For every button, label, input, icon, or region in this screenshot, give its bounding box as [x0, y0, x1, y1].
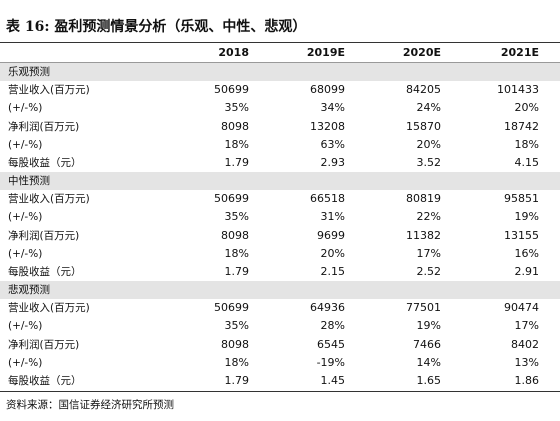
cell: 84205: [406, 83, 441, 97]
cell: 17%: [514, 319, 539, 333]
section-label: 悲观预测: [8, 284, 50, 297]
source: 资料来源：国信证券经济研究所预测: [6, 399, 174, 412]
cell: 35%: [224, 319, 249, 333]
cell: 13208: [310, 119, 345, 133]
cell: 34%: [320, 101, 345, 115]
cell: 90474: [504, 301, 539, 315]
cell: 2.93: [320, 155, 346, 169]
cell: 13%: [514, 355, 539, 369]
cell: 50699: [214, 83, 249, 97]
cell: 20%: [416, 137, 441, 151]
cell: 1.45: [320, 373, 346, 387]
cell: 28%: [320, 319, 345, 333]
cell: 18%: [224, 137, 249, 151]
row-label: (+/-%): [8, 211, 43, 224]
title: 表 16: 盈利预测情景分析（乐观、中性、悲观）: [6, 19, 307, 35]
cell: 18%: [224, 246, 249, 260]
cell: 17%: [416, 246, 441, 260]
cell: 95851: [504, 192, 539, 206]
cell: -19%: [316, 355, 345, 369]
cell: 50699: [214, 192, 249, 206]
row-label: (+/-%): [8, 138, 43, 151]
cell: 31%: [320, 210, 345, 224]
cell: 1.65: [416, 373, 442, 387]
cell: 77501: [406, 301, 441, 315]
cell: 18742: [504, 119, 539, 133]
column-header: 2020E: [402, 46, 441, 59]
cell: 13155: [504, 228, 539, 242]
cell: 1.79: [224, 155, 250, 169]
row-label: (+/-%): [8, 247, 43, 260]
cell: 1.86: [514, 373, 540, 387]
row-label: (+/-%): [8, 102, 43, 115]
column-header: 2019E: [306, 46, 345, 59]
cell: 19%: [514, 210, 539, 224]
cell: 64936: [310, 301, 345, 315]
cell: 8402: [511, 337, 539, 351]
cell: 15870: [406, 119, 441, 133]
section-label: 中性预测: [8, 175, 50, 188]
row-label: 营业收入(百万元): [8, 84, 90, 97]
cell: 2.15: [320, 264, 346, 278]
cell: 18%: [514, 137, 539, 151]
cell: 50699: [214, 301, 249, 315]
cell: 8098: [221, 337, 249, 351]
cell: 101433: [497, 83, 539, 97]
section-band: [0, 281, 560, 300]
cell: 2.52: [416, 264, 442, 278]
cell: 66518: [310, 192, 345, 206]
cell: 6545: [317, 337, 345, 351]
cell: 35%: [224, 210, 249, 224]
cell: 8098: [221, 228, 249, 242]
cell: 1.79: [224, 264, 250, 278]
column-header: 2021E: [500, 46, 539, 59]
column-header: 2018: [218, 46, 249, 59]
cell: 16%: [514, 246, 539, 260]
cell: 11382: [406, 228, 441, 242]
cell: 8098: [221, 119, 249, 133]
row-label: 每股收益（元）: [8, 156, 82, 169]
section-label: 乐观预测: [8, 66, 50, 78]
cell: 24%: [416, 101, 441, 115]
row-label: 净利润(百万元): [8, 229, 80, 242]
cell: 80819: [406, 192, 441, 206]
rule: [0, 42, 560, 43]
section-band: [0, 172, 560, 191]
cell: 1.79: [224, 373, 250, 387]
cell: 19%: [416, 319, 441, 333]
cell: 2.91: [514, 264, 540, 278]
row-label: 净利润(百万元): [8, 338, 80, 351]
row-label: 净利润(百万元): [8, 120, 80, 133]
cell: 35%: [224, 101, 249, 115]
row-label: 营业收入(百万元): [8, 193, 90, 206]
cell: 3.52: [416, 155, 442, 169]
cell: 63%: [320, 137, 345, 151]
cell: 22%: [416, 210, 441, 224]
row-label: 每股收益（元）: [8, 374, 82, 387]
cell: 20%: [514, 101, 539, 115]
section-band: [0, 63, 560, 82]
row-label: (+/-%): [8, 356, 43, 369]
rule: [0, 391, 560, 393]
cell: 68099: [310, 83, 345, 97]
row-label: (+/-%): [8, 320, 43, 333]
cell: 14%: [416, 355, 441, 369]
cell: 20%: [320, 246, 345, 260]
cell: 7466: [413, 337, 441, 351]
rule: [0, 62, 560, 63]
cell: 18%: [224, 355, 249, 369]
cell: 4.15: [514, 155, 540, 169]
row-label: 营业收入(百万元): [8, 302, 90, 315]
cell: 9699: [317, 228, 345, 242]
row-label: 每股收益（元）: [8, 265, 82, 278]
